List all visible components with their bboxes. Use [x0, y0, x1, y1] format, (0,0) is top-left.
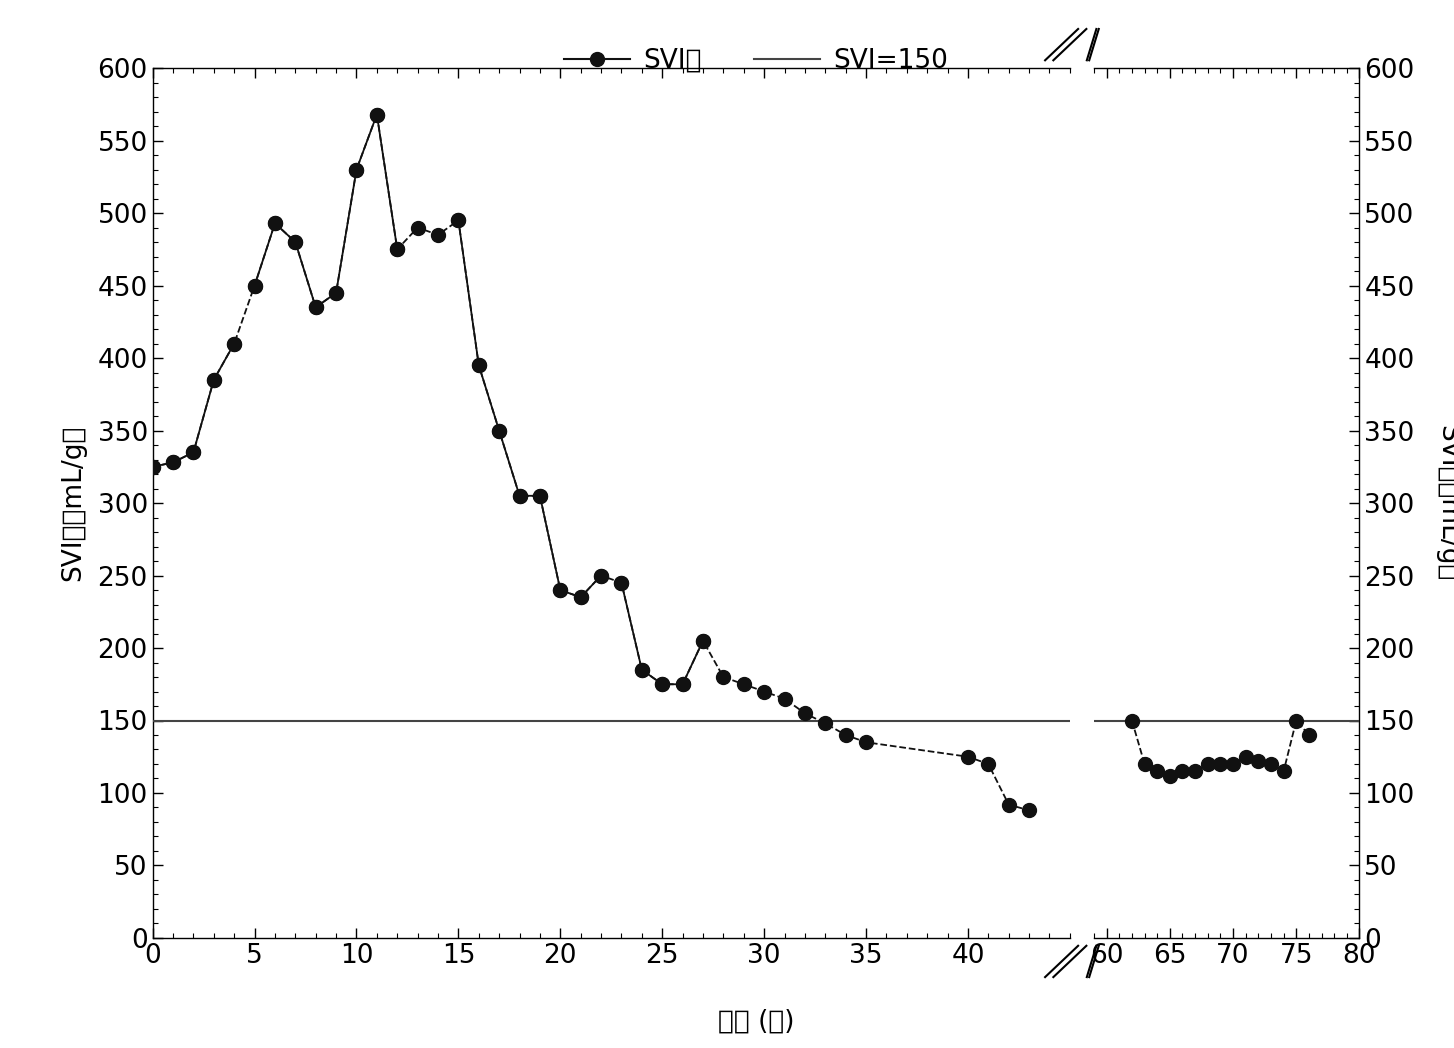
Y-axis label: SVI値（mL/g）: SVI値（mL/g）	[61, 424, 86, 582]
Y-axis label: SVI値（mL/g）: SVI値（mL/g）	[1434, 424, 1454, 582]
Legend: SVI値, SVI=150: SVI値, SVI=150	[554, 38, 958, 85]
Text: 日期 (天): 日期 (天)	[718, 1009, 794, 1034]
